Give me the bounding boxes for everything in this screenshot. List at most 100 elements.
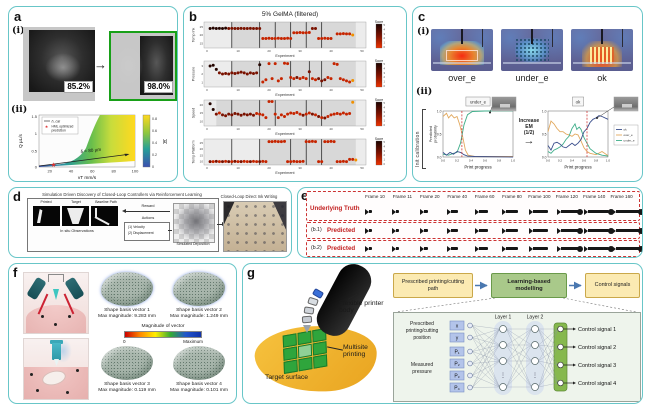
panel-a-label: a	[14, 9, 22, 24]
nn-edge	[538, 344, 558, 366]
output-arrowhead	[573, 327, 576, 331]
data-point	[227, 72, 231, 76]
y-tick: 10	[200, 160, 204, 164]
diw-title: Closed-Loop Direct Ink Writing	[220, 194, 278, 199]
nozzle-tip-icon	[392, 245, 397, 252]
data-point	[217, 111, 221, 115]
data-point	[301, 113, 305, 117]
data-point	[323, 36, 327, 40]
nozzle-tip-icon	[556, 208, 561, 215]
data-point	[270, 100, 274, 103]
data-point	[289, 111, 293, 115]
data-point	[317, 77, 321, 81]
data-point	[335, 160, 339, 164]
to-photo-arrow-line	[217, 224, 223, 225]
data-point	[345, 160, 348, 164]
nozzle-tip-icon	[392, 208, 397, 215]
scan-nozzle	[53, 289, 59, 300]
data-point	[245, 160, 249, 164]
data-point	[230, 160, 234, 164]
data-point	[320, 79, 324, 83]
data-point	[345, 32, 348, 36]
y-tick: 15	[200, 41, 204, 45]
data-point	[335, 32, 339, 36]
nn-edge	[472, 328, 500, 364]
printed-curve	[37, 209, 43, 223]
print-glyph	[447, 208, 459, 215]
y-tick: 2	[201, 72, 203, 76]
input-group1-label: printing/cutting	[406, 328, 439, 334]
frame-label: Frame 10	[365, 194, 385, 199]
data-point	[279, 77, 283, 81]
legend-box	[613, 124, 639, 146]
printed-line	[451, 246, 459, 251]
output-node	[557, 343, 564, 351]
hidden-node	[531, 325, 539, 333]
delta-line	[38, 154, 128, 167]
x-tick: 30	[298, 127, 302, 131]
line-end-knob	[638, 227, 642, 234]
x-tick: 50	[360, 88, 364, 92]
rl-diagram-box: Printed Target Baseline Path In situ Obs…	[27, 198, 219, 252]
patch-cell	[283, 359, 298, 374]
frame-label: Frame 140	[583, 194, 606, 199]
point-cloud-blob-1	[101, 272, 153, 306]
fidelity-before-badge: 85.2%	[64, 81, 93, 93]
reward-label: Reward	[141, 204, 155, 208]
nn-edge	[506, 328, 532, 388]
score-colorbar	[375, 62, 383, 88]
nozzle-tip-icon	[611, 227, 616, 234]
data-point	[332, 140, 336, 144]
data-point	[310, 139, 314, 143]
nn-edge	[472, 325, 500, 346]
panel-f: f Shape basis vector	[8, 263, 237, 404]
nn-edge	[538, 328, 558, 346]
state-tag-box	[465, 96, 491, 107]
data-point	[258, 112, 262, 116]
projector-left	[26, 276, 47, 301]
thermal-image-ok	[571, 29, 633, 71]
data-point	[283, 139, 286, 143]
c-plot-left: under_e 1.0 0.5 0.0 0.0 0.2 0.4 0.6 0.8 1.0 Print …	[426, 95, 518, 181]
e-rows: Underlying Truth Frame 10 Frame 11 Frame 2…	[306, 191, 642, 257]
panel-b: b 5% GelMA (filtered) Temp Ink 25 20 15 0 10 2…	[183, 6, 407, 182]
output-arrowhead	[573, 363, 576, 367]
state-tag: ok	[576, 99, 581, 104]
y-tick: 20	[200, 147, 204, 151]
underlying-truth-row: Underlying Truth Frame 10 Frame 11 Frame 2…	[306, 191, 642, 221]
x-tick: 20	[267, 49, 271, 53]
print-glyph	[502, 208, 518, 215]
cb-tick: 0	[152, 165, 154, 169]
printed-line	[478, 209, 488, 214]
input-node	[467, 322, 473, 329]
data-point	[248, 160, 252, 164]
data-point	[341, 78, 345, 82]
tissue-dome	[26, 305, 86, 333]
legend-line-label: h_cal	[52, 119, 61, 123]
predicted-row-b1: (b.1) Predicted	[306, 222, 642, 239]
cb-tick: 5	[384, 23, 386, 27]
y-tick: 1.0	[542, 109, 547, 113]
class-caption-over: over_e	[448, 73, 476, 83]
data-point	[279, 113, 283, 117]
data-point	[276, 116, 280, 120]
x-tick: 30	[298, 166, 302, 170]
x-axis-label: Experiment	[275, 54, 295, 58]
input-node	[467, 372, 473, 379]
data-point	[248, 71, 252, 75]
printed-line	[478, 246, 488, 251]
shape-basis-2: Shape basis vector 2 Max magnitude: 1.24…	[167, 272, 231, 320]
output-label: Control signal 2	[578, 345, 616, 351]
data-point	[320, 36, 324, 40]
cb-tick: 3	[384, 110, 386, 114]
nn-edge	[472, 325, 500, 362]
data-point	[310, 77, 314, 81]
print-glyph	[419, 245, 428, 252]
data-point	[276, 79, 280, 83]
input-box	[449, 358, 465, 369]
printed-line	[506, 209, 518, 214]
cb-tick: 4	[384, 105, 386, 109]
line-end-knob	[607, 227, 614, 234]
print-glyph	[556, 208, 584, 215]
